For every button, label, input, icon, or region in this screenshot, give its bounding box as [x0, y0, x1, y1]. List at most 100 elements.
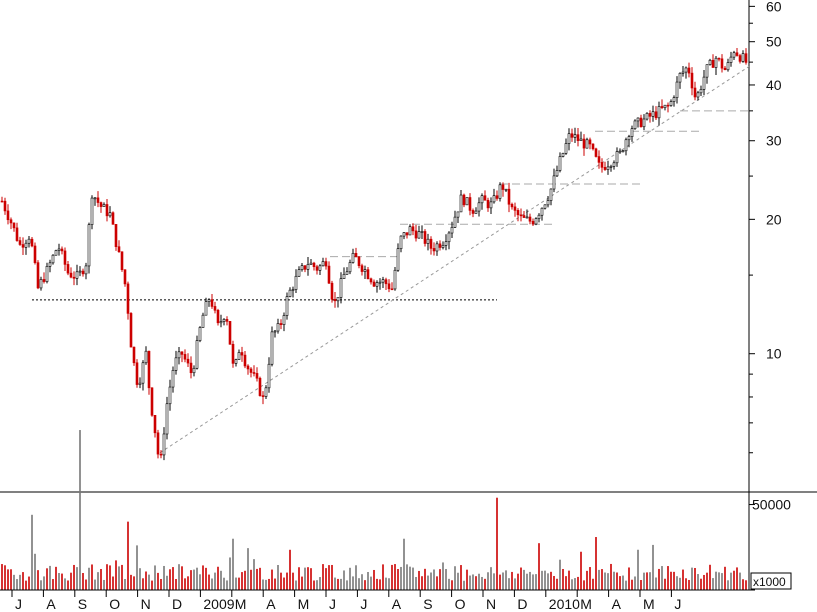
candle-body — [237, 352, 241, 360]
candle-body — [669, 101, 673, 106]
candle-body — [36, 262, 40, 289]
candle-body — [186, 358, 190, 364]
volume-bar — [496, 497, 498, 590]
volume-bar — [463, 580, 465, 590]
candle-body — [447, 232, 451, 243]
volume-bar — [589, 567, 591, 590]
volume-bar — [613, 571, 615, 590]
volume-bar — [547, 573, 549, 590]
candle-body — [369, 278, 373, 283]
candle-body — [594, 148, 598, 157]
candle-body — [579, 138, 583, 141]
candle-body — [606, 166, 610, 170]
volume-bar — [358, 578, 360, 590]
candle-body — [459, 194, 463, 213]
volume-bar — [745, 580, 747, 590]
candle-body — [372, 281, 376, 287]
candle-body — [381, 279, 385, 283]
candle-body — [450, 226, 454, 234]
volume-bar — [580, 551, 582, 590]
volume-unit-box — [750, 572, 792, 590]
candle-body — [204, 301, 208, 316]
candle-body — [105, 204, 109, 217]
month-label: D — [517, 596, 527, 612]
candle-body — [483, 195, 487, 201]
volume-bar — [205, 567, 207, 590]
volume-bar — [556, 578, 558, 590]
volume-bar — [727, 580, 729, 590]
candle-body — [567, 133, 571, 144]
candle-body — [201, 314, 205, 328]
candle-body — [255, 373, 259, 379]
volume-bar — [598, 569, 600, 590]
volume-bar — [646, 572, 648, 590]
volume-bar — [736, 567, 738, 590]
volume-bar — [337, 578, 339, 590]
candle-body — [642, 118, 646, 128]
candle-body — [399, 235, 403, 250]
candle-body — [183, 354, 187, 360]
volume-bar — [280, 572, 282, 590]
volume-bar — [217, 566, 219, 590]
candle-body — [531, 220, 535, 225]
candle-body — [285, 296, 289, 316]
volume-bar — [592, 578, 594, 590]
candle-body — [498, 184, 502, 199]
volume-bar — [472, 574, 474, 590]
volume-bar — [565, 576, 567, 590]
candle-body — [39, 279, 43, 289]
candle-body — [141, 362, 145, 384]
volume-bar — [325, 568, 327, 590]
volume-bar — [382, 564, 384, 590]
volume-bar — [535, 574, 537, 590]
candle-body — [63, 250, 67, 265]
volume-bar — [322, 564, 324, 590]
candle-body — [213, 306, 217, 311]
candle-body — [363, 269, 367, 272]
volume-bar — [127, 521, 129, 590]
volume-bar — [190, 570, 192, 590]
candle-body — [462, 194, 466, 206]
volume-bar — [631, 579, 633, 590]
volume-bar — [163, 565, 165, 590]
price-tick-label: 30 — [766, 133, 782, 149]
candle-body — [339, 278, 343, 298]
month-label: A — [392, 596, 402, 612]
candle-body — [585, 139, 589, 149]
volume-bar — [97, 572, 99, 590]
candle-body — [495, 195, 499, 199]
volume-bar — [355, 565, 357, 590]
volume-bar — [457, 572, 459, 590]
volume-bar — [79, 430, 81, 590]
volume-bar — [364, 580, 366, 590]
volume-bar — [70, 572, 72, 590]
volume-bar — [607, 573, 609, 590]
volume-unit-label: x1000 — [753, 575, 786, 589]
candle-body — [396, 248, 400, 271]
candle-body — [552, 175, 556, 190]
volume-bar — [568, 570, 570, 590]
candle-body — [276, 323, 280, 332]
month-label: 2010 — [549, 596, 580, 612]
volume-bar — [415, 576, 417, 590]
volume-bar — [85, 579, 87, 590]
volume-bar — [418, 570, 420, 590]
candle-body — [732, 52, 736, 58]
month-label: N — [486, 596, 496, 612]
volume-bar — [331, 564, 333, 590]
candle-body — [630, 128, 634, 137]
candle-body — [75, 271, 79, 279]
volume-bar — [106, 564, 108, 590]
volume-bar — [172, 567, 174, 590]
candle-body — [81, 270, 85, 275]
candle-body — [519, 214, 523, 217]
month-label: O — [109, 596, 120, 612]
volume-bar — [637, 549, 639, 590]
volume-bar — [715, 571, 717, 590]
candle-body — [420, 231, 424, 233]
volume-bar — [361, 574, 363, 590]
candle-body — [18, 240, 22, 245]
month-label: J — [15, 596, 22, 612]
volume-bar — [4, 565, 6, 590]
